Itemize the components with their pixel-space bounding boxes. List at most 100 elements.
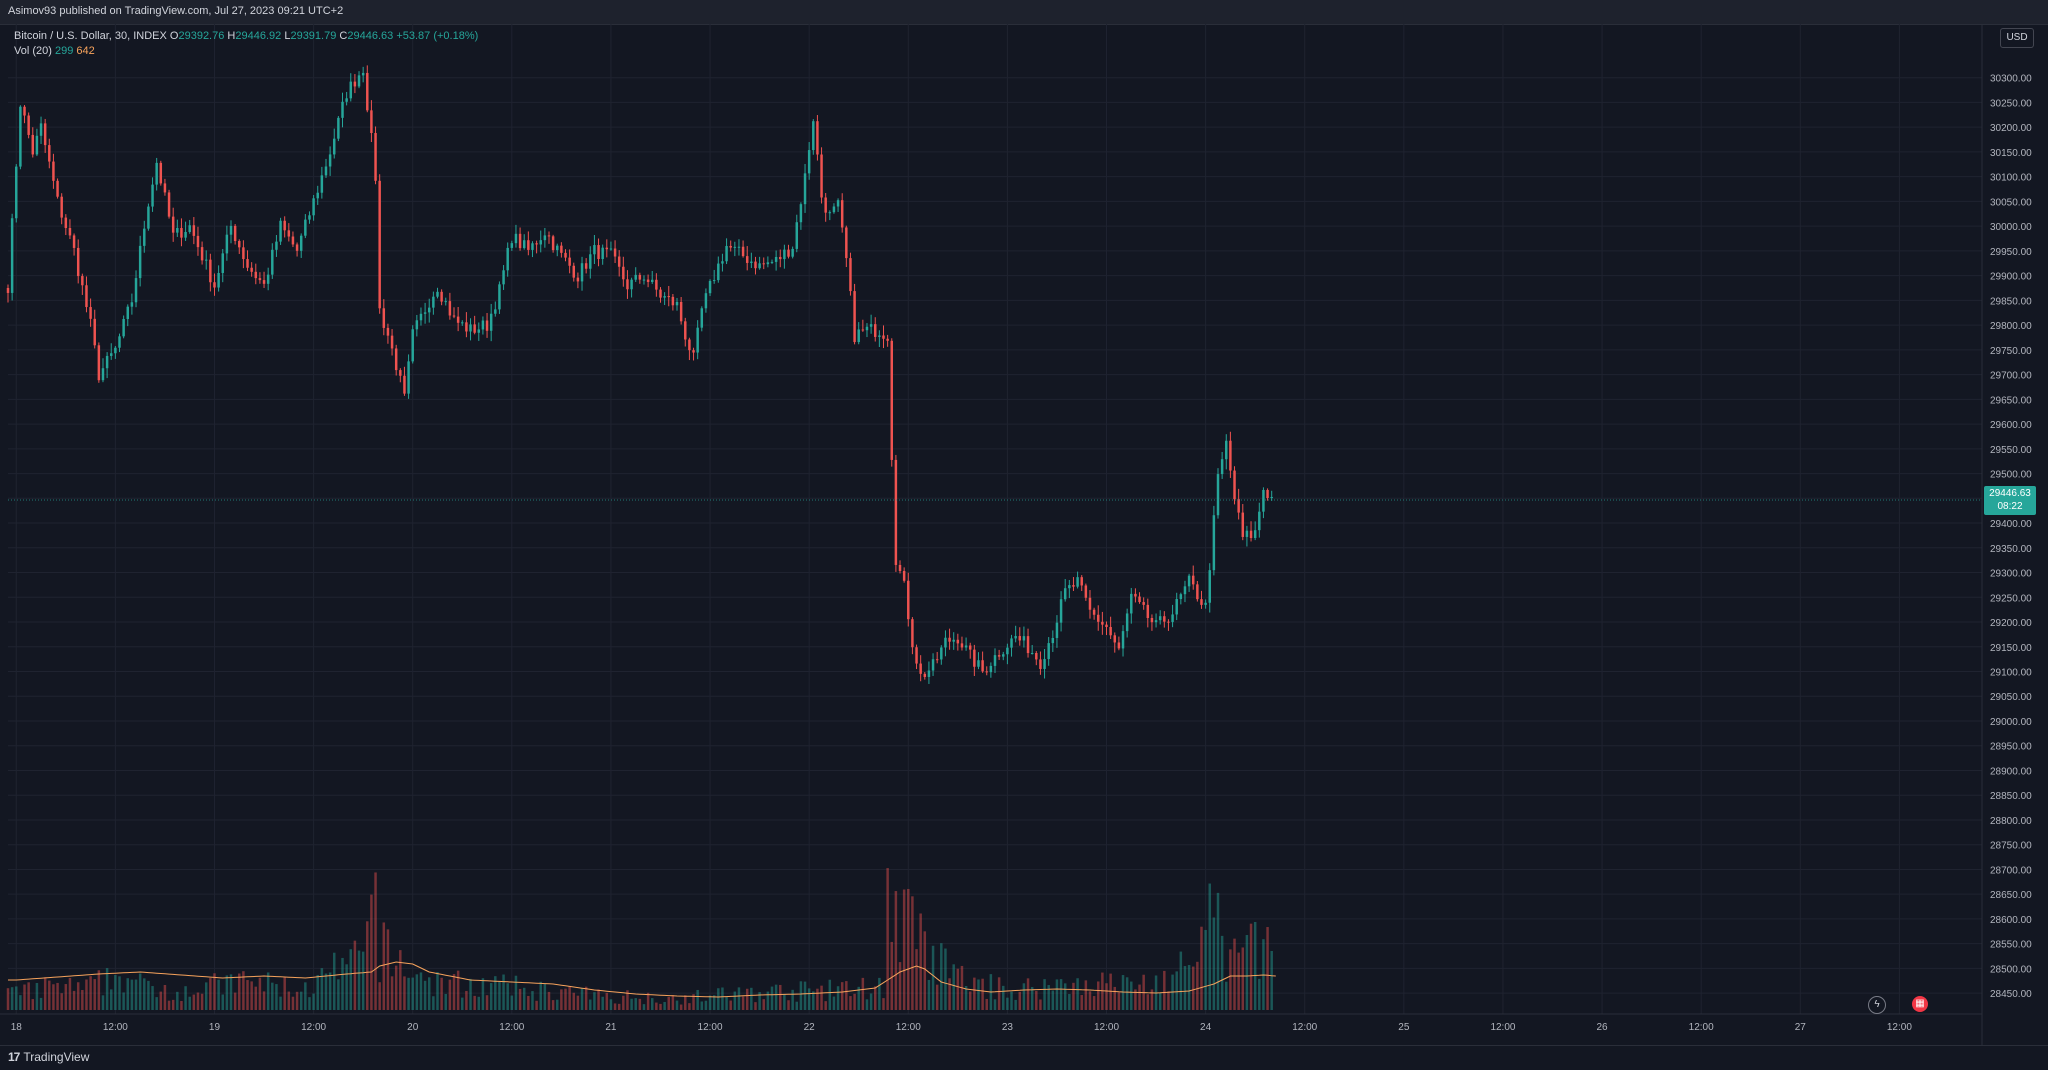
candle-body [316, 192, 319, 199]
volume-bar [729, 1000, 732, 1010]
candle-body [911, 619, 914, 648]
candle-body [981, 660, 984, 672]
candle-body [997, 655, 1001, 657]
high-label: H [227, 30, 236, 42]
volume-bar [774, 984, 778, 1010]
volume-bar [6, 988, 10, 1010]
candle-body [832, 206, 836, 213]
candle-body [1253, 530, 1257, 539]
close-label: C [339, 30, 348, 42]
symbol-label[interactable]: Bitcoin / U.S. Dollar, 30, INDEX [14, 30, 167, 42]
volume-bar [642, 1004, 646, 1010]
volume-bar [93, 979, 96, 1010]
candle-body [993, 655, 997, 666]
candle-body [622, 266, 625, 280]
volume-bar [1043, 979, 1046, 1010]
volume-bar [1117, 992, 1121, 1010]
volume-bar [1084, 980, 1088, 1010]
currency-button[interactable]: USD [2000, 28, 2034, 48]
candle-body [31, 134, 35, 155]
volume-bar [560, 989, 563, 1010]
volume-bar [1113, 986, 1117, 1010]
volume-bar [704, 1000, 708, 1010]
volume-bar [795, 1001, 799, 1010]
candle-body [1113, 635, 1117, 643]
volume-bar [378, 982, 381, 1010]
volume-bar [845, 981, 848, 1010]
volume-bar [1183, 966, 1187, 1010]
candle-body [535, 243, 538, 245]
price-tick-label: 28500.00 [1990, 964, 2032, 975]
volume-bar [671, 995, 675, 1010]
lightning-icon[interactable]: ϟ [1868, 996, 1886, 1014]
volume-label[interactable]: Vol (20) [14, 45, 52, 57]
candle-body [1018, 636, 1022, 641]
volume-bar [308, 997, 311, 1010]
candle-body [60, 196, 63, 218]
chart-area[interactable]: 30300.00 30250.00 30200.00 30150.00 30100.00… [0, 24, 2048, 1045]
price-tick-label: 29050.00 [1990, 692, 2032, 703]
volume-bar [861, 977, 865, 1010]
candle-body [328, 154, 332, 167]
volume-bar [853, 993, 856, 1010]
candle-body [1068, 585, 1071, 589]
volume-bar [159, 991, 163, 1010]
volume-bar [824, 1001, 827, 1010]
volume-bar [692, 994, 695, 1010]
candle-body [456, 316, 460, 323]
volume-bar [696, 989, 699, 1010]
candle-body [556, 245, 559, 251]
candle-body [779, 256, 782, 260]
volume-bar [192, 994, 196, 1010]
candle-body [956, 639, 960, 644]
volume-bar [1266, 927, 1269, 1010]
tradingview-logo[interactable]: 17 TradingView [8, 1050, 89, 1064]
volume-bar [997, 977, 1001, 1010]
price-chart[interactable]: 30300.00 30250.00 30200.00 30150.00 30100.00… [0, 24, 2048, 1045]
volume-bar [948, 978, 951, 1010]
price-tick-label: 28950.00 [1990, 742, 2032, 753]
candle-body [597, 245, 600, 259]
volume-bar [679, 1004, 683, 1010]
candle-body [64, 217, 68, 229]
candle-body [1101, 621, 1104, 625]
volume-bar [1055, 979, 1059, 1010]
volume-bar [444, 993, 447, 1010]
volume-bar [535, 1000, 538, 1010]
price-tick-label: 29800.00 [1990, 321, 2032, 332]
candle-body [204, 259, 208, 261]
calendar-icon[interactable]: ▦ [1912, 996, 1928, 1012]
volume-bar [1018, 991, 1022, 1010]
volume-bar [568, 986, 571, 1010]
candle-body [1039, 659, 1042, 669]
candle-body [609, 248, 613, 250]
candle-body [1059, 599, 1063, 623]
volume-bar [993, 999, 997, 1010]
volume-bar [138, 973, 142, 1010]
volume-bar [390, 976, 394, 1010]
volume-bar [973, 977, 976, 1010]
volume-bar [1072, 982, 1075, 1010]
volume-bar [266, 972, 270, 1010]
volume-bar [1002, 985, 1005, 1010]
candle-body [758, 263, 761, 269]
candle-body [229, 225, 233, 235]
volume-bar [638, 998, 642, 1010]
volume-bar [527, 995, 530, 1010]
volume-bar [180, 1000, 183, 1010]
volume-bar [473, 995, 476, 1010]
candle-body [985, 671, 988, 673]
candle-body [147, 206, 150, 229]
volume-bar [572, 992, 576, 1010]
price-tick-label: 29750.00 [1990, 346, 2032, 357]
volume-bar [584, 986, 588, 1010]
volume-bar [89, 976, 92, 1010]
volume-bar [589, 999, 592, 1010]
volume-bar [725, 996, 728, 1010]
candle-body [238, 241, 241, 248]
candle-body [407, 361, 410, 394]
candle-body [188, 225, 191, 232]
volume-bar [262, 991, 266, 1010]
candle-body [1076, 577, 1079, 587]
volume-bar [436, 972, 439, 1010]
